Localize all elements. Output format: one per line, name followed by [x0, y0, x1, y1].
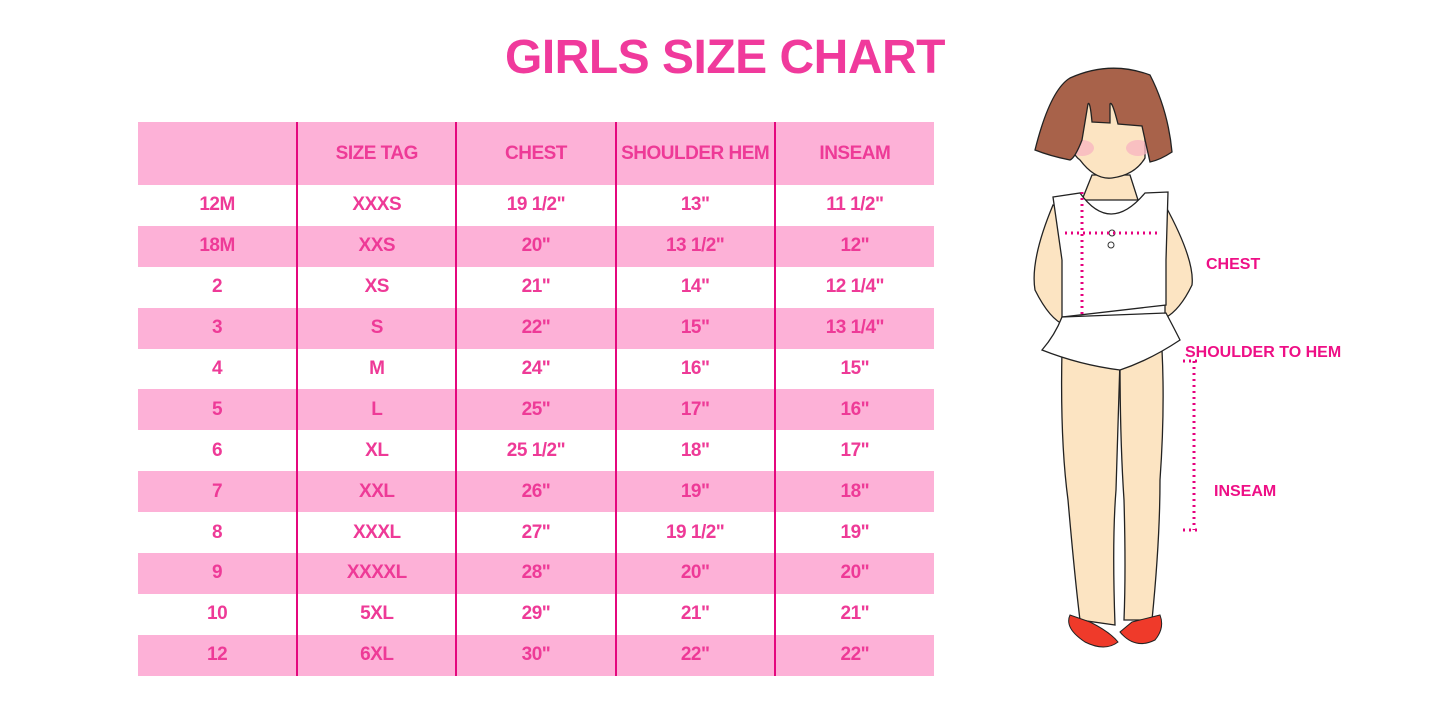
table-cell: 18" [773, 471, 934, 513]
table-cell: 7 [138, 471, 298, 513]
table-cell: 17" [773, 430, 934, 472]
table-cell: XXL [296, 471, 457, 513]
table-cell: 3 [138, 307, 298, 349]
table-cell: 18M [138, 225, 298, 267]
table-cell: 19" [773, 512, 934, 554]
table-cell: 24" [455, 348, 616, 390]
table-row: 12M XXXS 19 1/2" 13" 11 1/2" [138, 185, 934, 226]
table-row: 5 L 25" 17" 16" [138, 389, 934, 431]
table-row: 6 XL 25 1/2" 18" 17" [138, 430, 934, 472]
page-title: GIRLS SIZE CHART [504, 31, 946, 84]
table-cell: 18" [614, 430, 775, 472]
column-header: SHOULDER HEM [614, 122, 775, 185]
girl-measurement-illustration: CHEST SHOULDER TO HEM INSEAM [1020, 60, 1380, 685]
table-cell: 28" [455, 553, 616, 594]
table-cell: 17" [614, 389, 775, 431]
table-cell: 6XL [296, 634, 457, 676]
table-cell: 26" [455, 471, 616, 513]
table-cell: 11 1/2" [773, 185, 934, 226]
table-cell: 4 [212, 358, 223, 379]
table-cell: 15" [614, 307, 775, 349]
table-cell: 22" [455, 307, 616, 349]
table-cell: 15" [773, 348, 934, 390]
table-cell: XXS [296, 225, 457, 267]
table-cell: 12M [199, 194, 235, 216]
table-cell: 2 [212, 276, 223, 298]
table-cell: 16" [773, 389, 934, 431]
table-row: 12 6XL 30" 22" 22" [138, 634, 934, 676]
table-cell: 12 [138, 634, 298, 676]
table-cell: 5XL [296, 593, 457, 635]
table-cell: 20" [614, 553, 775, 594]
table-cell: XXXL [296, 512, 457, 554]
column-header [138, 122, 298, 185]
table-cell: 19" [614, 471, 775, 513]
table-cell: XXXS [296, 185, 457, 226]
table-row: 3 S 22" 15" 13 1/4" [138, 307, 934, 349]
table-row: 4 M 24" 16" 15" [138, 348, 934, 390]
table-cell: S [296, 307, 457, 349]
table-cell: 8 [212, 521, 223, 543]
table-row: 10 5XL 29" 21" 21" [138, 593, 934, 635]
table-cell: 5 [138, 389, 298, 431]
table-cell: 14" [614, 266, 775, 308]
table-cell: L [296, 389, 457, 431]
table-row: 2 XS 21" 14" 12 1/4" [138, 266, 934, 308]
girl-figure [1033, 67, 1200, 648]
table-cell: XL [296, 430, 457, 472]
table-cell: 12" [773, 225, 934, 267]
table-cell: 13" [614, 185, 775, 226]
table-cell: 21" [455, 266, 616, 308]
table-cell: 20" [455, 225, 616, 267]
table-cell: 30" [455, 634, 616, 676]
table-cell: 19 1/2" [614, 512, 775, 554]
table-cell: 22" [614, 634, 775, 676]
table-cell: 13 1/4" [773, 307, 934, 349]
table-cell: 22" [773, 634, 934, 676]
column-header: SIZE TAG [296, 122, 457, 185]
chest-label: CHEST [1206, 256, 1261, 273]
table-row: 18M XXS 20" 13 1/2" 12" [138, 225, 934, 267]
table-cell: XS [296, 266, 457, 308]
table-cell: 27" [455, 512, 616, 554]
table-row: 9 XXXXL 28" 20" 20" [138, 553, 934, 594]
table-cell: 12 1/4" [773, 266, 934, 308]
table-cell: 6 [212, 439, 223, 461]
table-cell: 25 1/2" [455, 430, 616, 472]
table-cell: 29" [455, 593, 616, 635]
column-header: CHEST [455, 122, 616, 185]
table-row: 7 XXL 26" 19" 18" [138, 471, 934, 513]
size-chart-table: SIZE TAG CHEST SHOULDER HEM INSEAM 12M XXXS 1… [138, 122, 934, 676]
table-cell: 16" [614, 348, 775, 390]
table-cell: 21" [614, 593, 775, 635]
table-cell: 21" [773, 593, 934, 635]
table-cell: 9 [138, 553, 298, 594]
table-header-row: SIZE TAG CHEST SHOULDER HEM INSEAM [138, 122, 934, 185]
table-cell: 10 [207, 603, 228, 625]
table-row: 8 XXXL 27" 19 1/2" 19" [138, 512, 934, 554]
table-cell: M [296, 348, 457, 390]
inseam-label: INSEAM [1214, 483, 1277, 500]
shoulder-to-hem-label: SHOULDER TO HEM [1185, 344, 1342, 361]
table-cell: 25" [455, 389, 616, 431]
table-cell: 19 1/2" [455, 185, 616, 226]
table-cell: XXXXL [296, 553, 457, 594]
column-header: INSEAM [773, 122, 934, 185]
table-cell: 13 1/2" [614, 225, 775, 267]
table-cell: 20" [773, 553, 934, 594]
